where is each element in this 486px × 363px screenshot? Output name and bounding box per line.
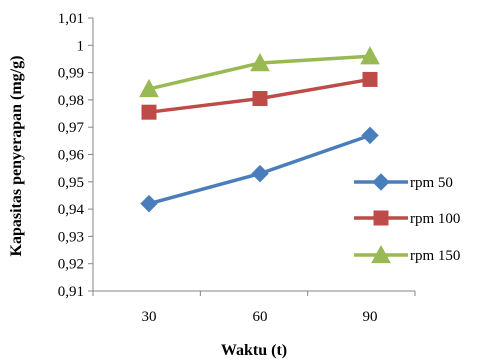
series-rpm-100 (141, 71, 378, 120)
y-tick-label: 0,98 (58, 93, 84, 109)
y-axis-title: Kapasitas penyerapan (mg/g) (8, 56, 25, 257)
data-point (139, 78, 159, 98)
legend-marker (371, 244, 391, 264)
legend-marker (373, 210, 389, 226)
legend-marker (372, 173, 390, 191)
data-point (361, 126, 379, 145)
legend: rpm 50 rpm 100 rpm 150 (354, 173, 460, 264)
y-tick-label: 0,96 (58, 148, 85, 164)
x-tick-label: 90 (363, 309, 378, 325)
series-rpm-150 (139, 46, 380, 98)
x-axis-ticks: 30 60 90 (92, 291, 416, 325)
legend-item: rpm 50 (354, 173, 453, 191)
y-tick-label: 0,92 (58, 257, 84, 273)
series-group (139, 46, 380, 213)
series-rpm-50 (140, 126, 379, 213)
data-point (252, 91, 268, 107)
y-tick-label: 0,91 (58, 284, 84, 300)
legend-label: rpm 50 (410, 175, 453, 191)
data-point (140, 194, 158, 213)
legend-item: rpm 150 (354, 244, 460, 264)
y-tick-label: 0,94 (58, 202, 85, 218)
x-axis-title: Waktu (t) (221, 342, 287, 359)
data-point (360, 46, 380, 65)
data-point (362, 71, 378, 87)
y-axis-ticks: 0,91 0,92 0,93 0,94 0,95 0,96 0,97 0,98 0,99 1 1,0… (58, 11, 93, 300)
data-point (141, 104, 157, 120)
data-point (251, 164, 269, 183)
y-tick-label: 0,97 (58, 120, 85, 136)
y-tick-label: 1,01 (58, 11, 84, 27)
data-point (250, 52, 270, 72)
legend-item: rpm 100 (354, 210, 460, 227)
x-tick-label: 30 (142, 309, 157, 325)
x-tick-label: 60 (253, 309, 268, 325)
y-tick-label: 0,93 (58, 229, 84, 245)
y-tick-label: 0,95 (58, 175, 84, 191)
legend-label: rpm 150 (410, 248, 460, 264)
y-tick-label: 1 (77, 38, 85, 54)
y-tick-label: 0,99 (58, 66, 84, 82)
legend-label: rpm 100 (410, 211, 460, 227)
